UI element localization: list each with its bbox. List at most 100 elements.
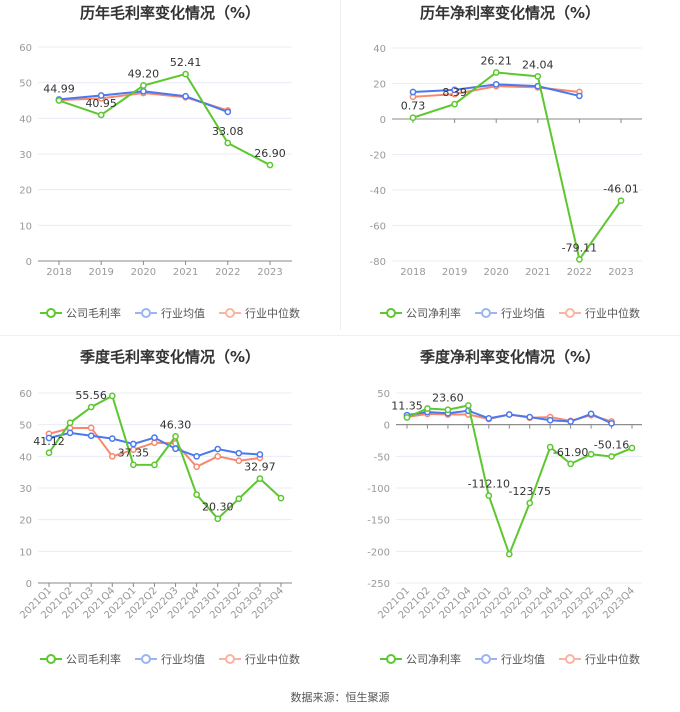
y-tick-label: -100 xyxy=(367,484,390,495)
legend-item-company[interactable]: 公司净利率 xyxy=(380,651,461,667)
legend-item-mean[interactable]: 行业均值 xyxy=(135,651,205,667)
series-line-company xyxy=(58,72,271,166)
y-tick-label: 20 xyxy=(373,80,386,91)
data-point xyxy=(45,449,53,457)
data-label: 49.20 xyxy=(128,68,160,81)
data-point xyxy=(526,499,534,507)
data-label: 26.21 xyxy=(480,54,512,67)
legend-item-mean[interactable]: 行业均值 xyxy=(475,305,545,321)
x-tick-label: 2023 xyxy=(608,267,633,278)
data-point xyxy=(130,461,137,469)
legend-line-icon xyxy=(40,654,62,664)
data-point xyxy=(587,410,595,418)
data-point xyxy=(151,434,158,441)
data-point xyxy=(87,403,95,411)
legend-item-mean[interactable]: 行业均值 xyxy=(135,305,205,321)
data-point xyxy=(97,92,105,99)
legend-line-icon xyxy=(135,654,157,664)
data-label: 23.60 xyxy=(432,392,464,405)
data-point xyxy=(140,87,147,95)
legend-line-icon xyxy=(219,654,241,664)
data-point xyxy=(108,435,116,442)
data-label: 37.35 xyxy=(118,447,150,460)
data-point xyxy=(266,161,274,169)
legend-item-median[interactable]: 行业中位数 xyxy=(219,305,300,321)
data-point xyxy=(567,418,574,425)
legend-label: 行业中位数 xyxy=(585,307,640,320)
legend-quarterly-gross: 公司毛利率 行业均值 行业中位数 xyxy=(0,651,340,667)
data-point xyxy=(492,69,500,76)
legend-label: 行业均值 xyxy=(161,307,205,320)
data-point xyxy=(172,433,179,440)
data-label: 11.35 xyxy=(391,399,423,412)
panel-divider-horizontal xyxy=(0,335,680,336)
series-line-company xyxy=(48,394,282,521)
y-tick-label: -20 xyxy=(370,151,386,162)
legend-item-company[interactable]: 公司净利率 xyxy=(380,305,461,321)
data-label: 55.56 xyxy=(75,389,107,402)
legend-item-mean[interactable]: 行业均值 xyxy=(475,651,545,667)
legend-line-icon xyxy=(219,308,241,318)
data-point xyxy=(277,494,285,502)
data-point xyxy=(403,414,411,421)
data-point xyxy=(182,92,189,100)
y-tick-label: -250 xyxy=(367,579,390,590)
data-label: -50.16 xyxy=(594,438,629,451)
legend-label: 公司毛利率 xyxy=(66,653,121,666)
data-point xyxy=(182,70,189,78)
data-point xyxy=(451,100,458,108)
data-source-footer: 数据来源：恒生聚源 xyxy=(290,691,390,704)
data-point xyxy=(256,475,264,482)
data-label: 20.30 xyxy=(202,501,234,514)
y-tick-label: 0 xyxy=(380,115,386,126)
data-label: -46.01 xyxy=(603,183,638,196)
y-tick-label: 60 xyxy=(19,43,32,54)
data-point xyxy=(235,449,243,457)
legend-item-median[interactable]: 行业中位数 xyxy=(219,651,300,667)
data-point xyxy=(151,461,158,469)
data-point xyxy=(444,406,452,414)
chart-title-annual-gross-margin: 历年毛利率变化情况（%） xyxy=(79,4,261,22)
data-point xyxy=(140,82,147,89)
data-point xyxy=(235,495,243,503)
legend-label: 行业中位数 xyxy=(585,653,640,666)
legend-item-median[interactable]: 行业中位数 xyxy=(559,651,640,667)
y-tick-label: 0 xyxy=(26,257,32,268)
chart-title-quarterly-gross-margin: 季度毛利率变化情况（%） xyxy=(79,348,261,366)
data-label: -123.75 xyxy=(508,485,550,498)
data-point xyxy=(235,457,243,465)
legend-quarterly-net: 公司净利率 行业均值 行业中位数 xyxy=(340,651,680,667)
data-point xyxy=(505,550,513,558)
data-point xyxy=(130,440,137,448)
data-point xyxy=(409,88,417,96)
data-point xyxy=(409,114,417,122)
data-point xyxy=(546,416,554,424)
y-tick-label: -80 xyxy=(370,257,386,268)
legend-item-company[interactable]: 公司毛利率 xyxy=(40,305,121,321)
legend-item-median[interactable]: 行业中位数 xyxy=(559,305,640,321)
x-tick-label: 2020 xyxy=(131,267,156,278)
data-point xyxy=(193,491,200,498)
data-point xyxy=(608,453,615,460)
data-label: -61.90 xyxy=(553,446,588,459)
panel-divider-vertical xyxy=(340,0,341,330)
y-tick-label: 0 xyxy=(384,421,390,432)
x-tick-label: 2019 xyxy=(88,267,113,278)
data-label: 33.08 xyxy=(212,125,244,138)
data-point xyxy=(576,256,583,263)
y-tick-label: 10 xyxy=(19,547,32,558)
data-point xyxy=(66,419,74,427)
y-tick-label: 10 xyxy=(19,221,32,232)
legend-line-icon xyxy=(40,308,62,318)
legend-item-company[interactable]: 公司毛利率 xyxy=(40,651,121,667)
x-tick-label: 2023 xyxy=(257,267,282,278)
data-point xyxy=(87,424,95,432)
data-point xyxy=(576,92,583,100)
legend-label: 行业均值 xyxy=(501,653,545,666)
data-label: 26.90 xyxy=(254,147,286,160)
data-label: 44.99 xyxy=(43,83,75,96)
y-tick-label: 30 xyxy=(19,150,32,161)
data-point xyxy=(214,445,222,453)
y-tick-label: 20 xyxy=(19,516,32,527)
y-tick-label: 30 xyxy=(19,484,32,495)
